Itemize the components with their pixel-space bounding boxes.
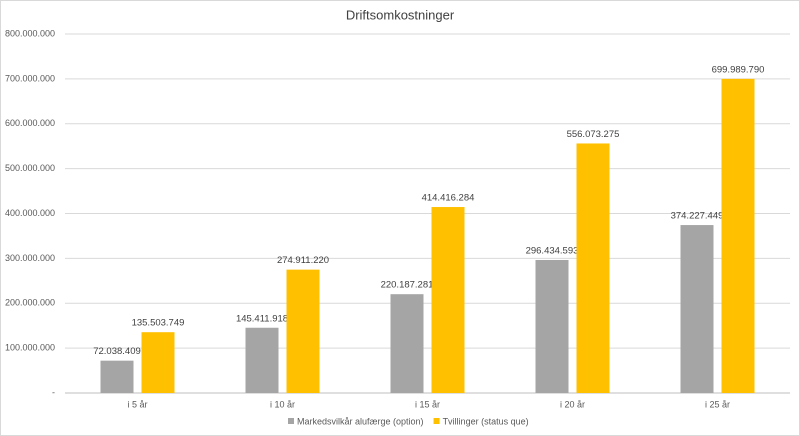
y-tick-label: 500.000.000 [5,163,55,173]
y-tick-label: 800.000.000 [5,28,55,38]
y-tick-label: 300.000.000 [5,253,55,263]
bar [245,327,279,393]
value-label: 374.227.449 [671,211,724,222]
bar [576,143,610,393]
y-tick-label: 600.000.000 [5,118,55,128]
value-label: 699.989.790 [712,64,765,75]
value-label: 414.416.284 [422,193,475,204]
legend-label: Markedsvilkår alufærge (option) [297,416,424,426]
y-tick-label: - [52,387,55,397]
x-tick-label: i 15 år [415,399,440,409]
bar [721,78,755,394]
value-label: 274.911.220 [277,255,329,266]
bar [680,225,714,393]
x-tick-label: i 20 år [560,399,585,409]
value-label: 72.038.409 [93,346,141,357]
value-label: 556.073.275 [567,129,620,140]
value-label: 220.187.281 [381,280,434,291]
legend-swatch [433,418,440,424]
y-tick-label: 400.000.000 [5,208,55,218]
x-tick-label: i 5 år [127,399,147,409]
bar [100,360,134,393]
x-tick-label: i 10 år [270,399,295,409]
y-tick-label: 100.000.000 [5,343,55,353]
bar [141,332,175,393]
value-label: 296.434.593 [526,245,579,256]
y-tick-label: 700.000.000 [5,73,55,83]
bar [535,259,569,393]
x-tick-label: i 25 år [705,399,730,409]
bar [390,294,424,393]
chart-title: Driftsomkostninger [346,7,455,22]
value-label: 145.411.918 [236,313,288,324]
y-tick-label: 200.000.000 [5,298,55,308]
legend-label: Tvillinger (status que) [443,416,529,426]
bar [286,269,320,393]
bar [431,207,465,393]
value-label: 135.503.749 [132,318,185,329]
legend-swatch [288,418,294,424]
